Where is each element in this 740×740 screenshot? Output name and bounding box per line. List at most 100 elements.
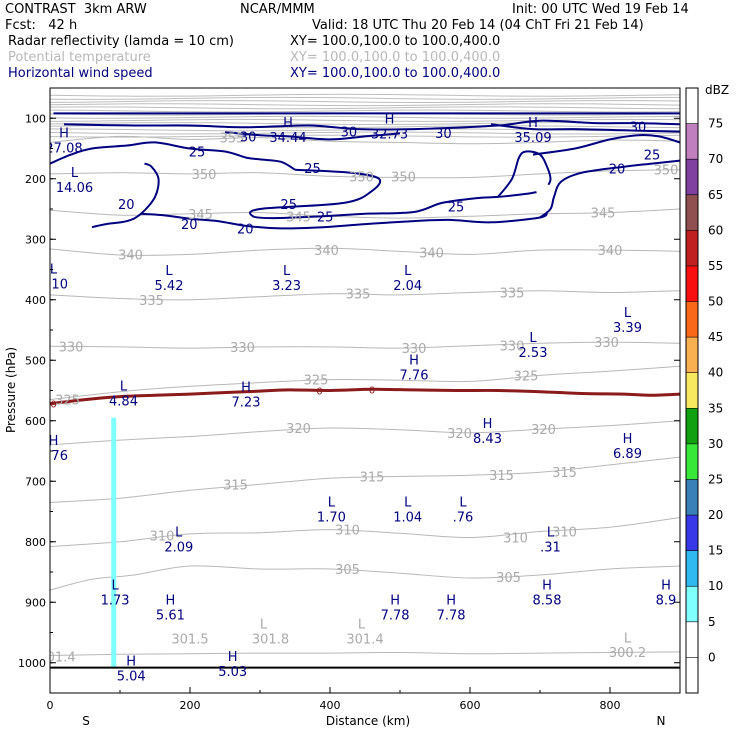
wind-extremum-marker: L: [175, 526, 183, 541]
theta-label: 315: [552, 466, 577, 481]
theta-label: 340: [598, 244, 623, 259]
theta-label: 300.2: [609, 646, 646, 661]
wind-extremum-marker: H: [390, 593, 400, 608]
wind-extremum-value: 35.09: [514, 131, 551, 146]
wind-extremum-marker: H: [241, 381, 251, 396]
y-tick-label: 400: [25, 294, 46, 307]
theta-contour-upper: [50, 118, 680, 122]
wind-contour-label: 25: [644, 149, 661, 164]
y-axis-label: Pressure (hPa): [4, 347, 18, 433]
field-reflectivity-name: Radar reflectivity (lamda = 10 cm): [8, 34, 234, 49]
theta-extremum-label: L: [358, 617, 366, 632]
theta-contour-340: [50, 247, 680, 256]
colorbar-label: 70: [708, 152, 723, 166]
x-left-end-label: S: [82, 714, 90, 728]
theta-contour-upper: [50, 115, 680, 119]
wind-contour-30: [224, 131, 401, 141]
theta-label: 330: [402, 342, 427, 357]
theta-contour-upper: [50, 106, 680, 110]
theta-label: 350: [391, 170, 416, 185]
theta-contour-320: [50, 420, 680, 446]
wind-extremum-value: 5.03: [218, 665, 247, 680]
colorbar-segment: [686, 230, 698, 266]
theta-label: 355: [220, 132, 245, 147]
theta-label: 301.8: [252, 633, 289, 648]
wind-extremum-marker: L: [404, 264, 412, 279]
wind-extremum-marker: H: [528, 116, 538, 131]
wind-extremum-marker: L: [111, 578, 119, 593]
theta-label: 325: [304, 374, 329, 389]
theta-contour-310: [50, 517, 680, 548]
wind-extremum-value: 1.73: [101, 593, 130, 608]
x-axis-label: Distance (km): [326, 714, 410, 728]
wind-extremum-marker: L: [404, 495, 412, 510]
header-init: Init: 00 UTC Wed 19 Feb 14: [512, 2, 689, 17]
wind-extremum-marker: H: [59, 126, 69, 141]
colorbar-label: 10: [708, 579, 723, 593]
colorbar-frame: [685, 87, 699, 694]
theta-label: 330: [594, 336, 619, 351]
colorbar-segment: [686, 159, 698, 195]
wind-extremum-value: 7.78: [381, 608, 410, 623]
theta-contours: [50, 93, 680, 656]
wind-extremum-marker: L: [459, 495, 467, 510]
wind-extremum-marker: H: [228, 650, 238, 665]
colorbar-segment: [686, 621, 698, 658]
theta-label: 340: [118, 248, 143, 263]
theta-contour-330: [50, 341, 680, 349]
wind-extremum-value: 8.43: [473, 432, 502, 447]
theta-label: 345: [188, 208, 213, 223]
theta-label: 350: [192, 168, 217, 183]
wind-extremum-value: 5.04: [117, 670, 146, 685]
colorbar-segment: [686, 408, 698, 444]
colorbar-label: 15: [708, 544, 723, 558]
wind-extremum-marker: H: [283, 116, 293, 131]
header-center: NCAR/MMM: [240, 2, 315, 17]
y-tick-label: 700: [25, 475, 46, 488]
x-tick-label: 400: [320, 699, 341, 712]
wind-extremum-marker: L: [165, 264, 173, 279]
colorbar-segment: [686, 479, 698, 516]
theta-label: 310: [150, 530, 175, 545]
wind-contour-label: 25: [189, 146, 206, 161]
contour-labels: 340 335 330 325 340 340 340 345 345 345 350 350 350 3…: [50, 113, 678, 685]
wind-contour-label: 20: [181, 218, 198, 233]
wind-extremum-value: 2.53: [519, 346, 548, 361]
colorbar-label: 30: [708, 437, 723, 451]
wind-extremum-value: 32.73: [371, 128, 408, 143]
colorbar-segment: [686, 515, 698, 551]
colorbar-unit: dBZ: [705, 83, 729, 97]
wind-contour-30: [490, 123, 680, 133]
wind-contour-label: 20: [237, 222, 254, 237]
theta-label: 325: [55, 394, 80, 409]
wind-extremum-value: 7.78: [437, 608, 466, 623]
theta-label: 330: [230, 341, 255, 356]
wind-extremum-value: .31: [540, 541, 561, 556]
colorbar-label: 40: [708, 366, 723, 380]
theta-label: 301.5: [171, 633, 208, 648]
theta-label: 330: [59, 340, 84, 355]
colorbar-label: 5: [708, 615, 716, 629]
wind-extremum-marker: H: [661, 578, 671, 593]
wind-extremum-marker: H: [623, 432, 633, 447]
wind-extremum-value: 34.44: [269, 131, 306, 146]
freezing-line-label: 0: [50, 399, 56, 410]
theta-label: 335: [139, 294, 164, 309]
x-tick-label: 800: [600, 699, 621, 712]
colorbar-label: 60: [708, 223, 723, 237]
wind-contour-label: 25: [304, 162, 321, 177]
field-reflectivity-xy: XY= 100.0,100.0 to 100.0,400.0: [290, 34, 501, 49]
y-tick-label: 900: [25, 596, 46, 609]
colorbar-label: 25: [708, 472, 723, 486]
wind-extremum-value: 3.39: [613, 321, 642, 336]
wind-contour-label: 20: [118, 198, 135, 213]
theta-contour-305: [50, 565, 680, 591]
wind-extremum-marker: L: [50, 263, 58, 278]
wind-contour-label: 30: [341, 126, 358, 141]
wind-extremum-value: 4.84: [109, 394, 138, 409]
colorbar: 0 5 10 15 20 25 30 35 40 45 50 55 60 65 70 75 dBZ: [685, 83, 729, 694]
field-wind-name: Horizontal wind speed: [8, 66, 153, 81]
theta-contour-300: [50, 651, 680, 656]
theta-label: 345: [591, 207, 616, 222]
radar-echo-column: [111, 417, 117, 668]
